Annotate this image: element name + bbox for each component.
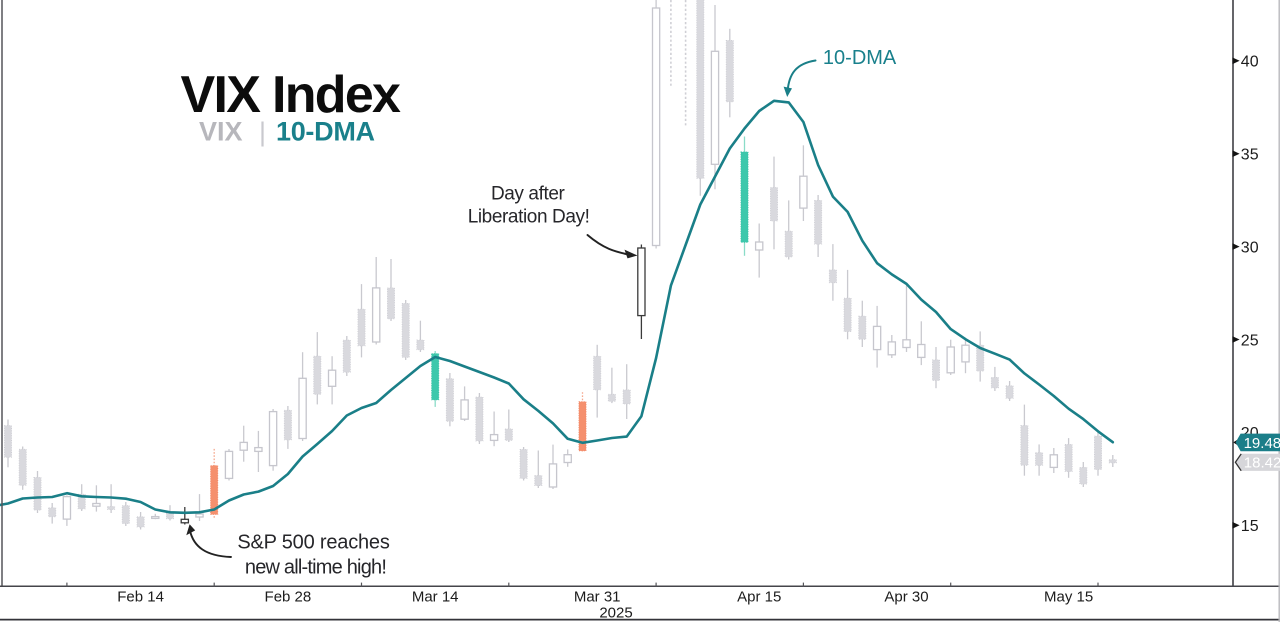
svg-text:Feb 14: Feb 14 bbox=[117, 589, 164, 606]
svg-text:19.48: 19.48 bbox=[1244, 435, 1280, 452]
svg-text:2025: 2025 bbox=[599, 605, 632, 622]
svg-text:25: 25 bbox=[1241, 332, 1259, 349]
svg-text:Feb 28: Feb 28 bbox=[265, 589, 312, 606]
svg-text:S&P 500 reaches: S&P 500 reaches bbox=[237, 532, 389, 554]
svg-text:30: 30 bbox=[1241, 239, 1259, 256]
svg-text:Mar 14: Mar 14 bbox=[412, 589, 459, 606]
svg-text:40: 40 bbox=[1241, 54, 1259, 71]
svg-text:Day after: Day after bbox=[491, 184, 566, 205]
svg-text:Apr 30: Apr 30 bbox=[884, 589, 928, 606]
svg-text:Liberation Day!: Liberation Day! bbox=[468, 207, 590, 228]
svg-text:|: | bbox=[259, 117, 266, 147]
svg-text:new all-time high!: new all-time high! bbox=[245, 557, 386, 579]
svg-text:10-DMA: 10-DMA bbox=[823, 47, 897, 69]
svg-text:VIX: VIX bbox=[199, 116, 243, 146]
svg-text:Apr 15: Apr 15 bbox=[737, 589, 781, 606]
svg-text:VIX Index: VIX Index bbox=[181, 66, 402, 124]
svg-text:35: 35 bbox=[1241, 147, 1259, 164]
svg-text:Mar 31: Mar 31 bbox=[574, 589, 621, 606]
svg-text:May 15: May 15 bbox=[1044, 589, 1093, 606]
svg-text:10-DMA: 10-DMA bbox=[276, 116, 375, 146]
svg-text:15: 15 bbox=[1241, 518, 1259, 535]
svg-text:18.42: 18.42 bbox=[1244, 455, 1280, 472]
